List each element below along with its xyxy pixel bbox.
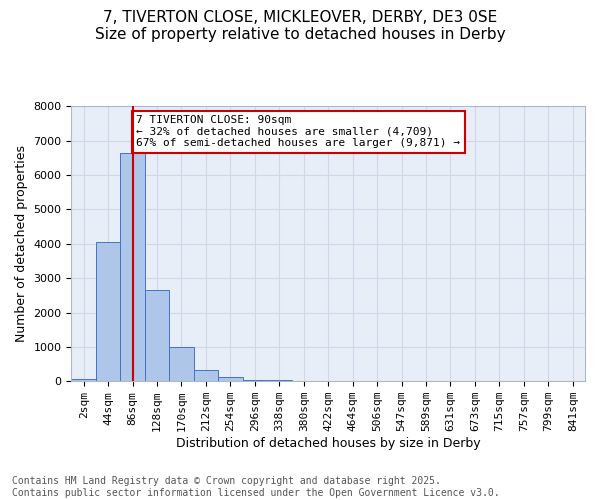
- Bar: [267, 380, 292, 381]
- Y-axis label: Number of detached properties: Number of detached properties: [15, 146, 28, 342]
- Bar: [145, 290, 169, 381]
- Text: Contains HM Land Registry data © Crown copyright and database right 2025.
Contai: Contains HM Land Registry data © Crown c…: [12, 476, 500, 498]
- X-axis label: Distribution of detached houses by size in Derby: Distribution of detached houses by size …: [176, 437, 481, 450]
- Text: 7, TIVERTON CLOSE, MICKLEOVER, DERBY, DE3 0SE
Size of property relative to detac: 7, TIVERTON CLOSE, MICKLEOVER, DERBY, DE…: [95, 10, 505, 42]
- Bar: [218, 377, 242, 381]
- Bar: [169, 347, 194, 381]
- Text: 7 TIVERTON CLOSE: 90sqm
← 32% of detached houses are smaller (4,709)
67% of semi: 7 TIVERTON CLOSE: 90sqm ← 32% of detache…: [136, 115, 460, 148]
- Bar: [71, 378, 96, 381]
- Bar: [121, 153, 145, 381]
- Bar: [242, 380, 267, 381]
- Bar: [194, 370, 218, 381]
- Bar: [96, 242, 121, 381]
